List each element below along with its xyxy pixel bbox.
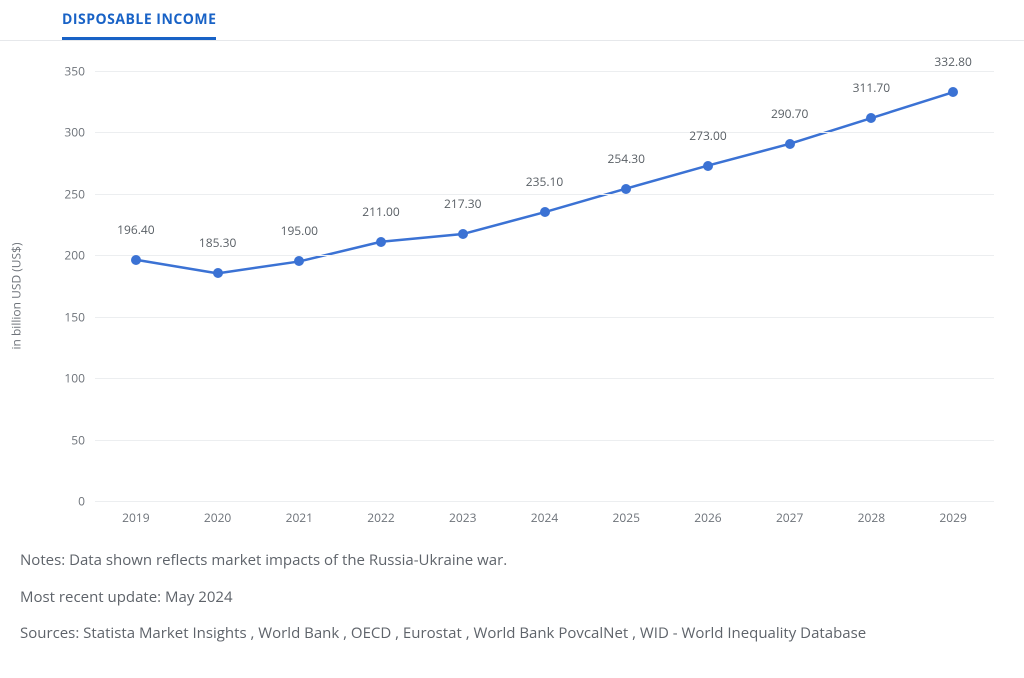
data-label: 290.70 [771, 105, 808, 122]
grid-line [95, 71, 994, 72]
grid-line [95, 132, 994, 133]
x-tick: 2024 [531, 509, 558, 526]
y-tick: 150 [64, 308, 85, 325]
data-label: 254.30 [607, 150, 644, 167]
data-point[interactable] [213, 268, 223, 278]
grid-line [95, 317, 994, 318]
x-tick: 2027 [776, 509, 803, 526]
data-label: 217.30 [444, 195, 481, 212]
data-point[interactable] [785, 139, 795, 149]
data-label: 332.80 [934, 53, 971, 70]
tab-disposable-income[interactable]: DISPOSABLE INCOME [62, 10, 216, 40]
notes-text: Notes: Data shown reflects market impact… [20, 549, 1004, 572]
plot-area: 0501001502002503003502019196.402020185.3… [95, 71, 994, 501]
chart-footer: Notes: Data shown reflects market impact… [20, 549, 1004, 645]
x-tick: 2022 [367, 509, 394, 526]
x-tick: 2023 [449, 509, 476, 526]
tab-bar: DISPOSABLE INCOME [0, 0, 1024, 41]
update-text: Most recent update: May 2024 [20, 586, 1004, 609]
x-tick: 2025 [612, 509, 639, 526]
grid-line [95, 255, 994, 256]
x-tick: 2026 [694, 509, 721, 526]
data-point[interactable] [703, 161, 713, 171]
x-tick: 2020 [204, 509, 231, 526]
sources-text: Sources: Statista Market Insights , Worl… [20, 622, 1004, 645]
grid-line [95, 194, 994, 195]
data-label: 195.00 [281, 222, 318, 239]
grid-line [95, 378, 994, 379]
data-label: 196.40 [117, 221, 154, 238]
y-tick: 350 [64, 63, 85, 80]
y-tick: 50 [71, 431, 85, 448]
data-point[interactable] [131, 255, 141, 265]
y-tick: 200 [64, 247, 85, 264]
x-tick: 2029 [939, 509, 966, 526]
chart-line-svg [95, 71, 994, 501]
y-tick: 300 [64, 124, 85, 141]
y-axis-label: in billion USD (US$) [8, 242, 25, 349]
y-tick: 250 [64, 185, 85, 202]
chart-container: in billion USD (US$) 0501001502002503003… [20, 61, 1004, 531]
grid-line [95, 501, 994, 502]
x-tick: 2019 [122, 509, 149, 526]
grid-line [95, 440, 994, 441]
data-point[interactable] [376, 237, 386, 247]
data-label: 185.30 [199, 234, 236, 251]
data-label: 235.10 [526, 173, 563, 190]
data-point[interactable] [458, 229, 468, 239]
x-tick: 2021 [286, 509, 313, 526]
x-tick: 2028 [858, 509, 885, 526]
data-label: 273.00 [689, 127, 726, 144]
y-tick: 0 [78, 493, 85, 510]
data-label: 311.70 [853, 79, 890, 96]
data-point[interactable] [540, 207, 550, 217]
data-label: 211.00 [362, 203, 399, 220]
data-point[interactable] [621, 184, 631, 194]
y-tick: 100 [64, 370, 85, 387]
